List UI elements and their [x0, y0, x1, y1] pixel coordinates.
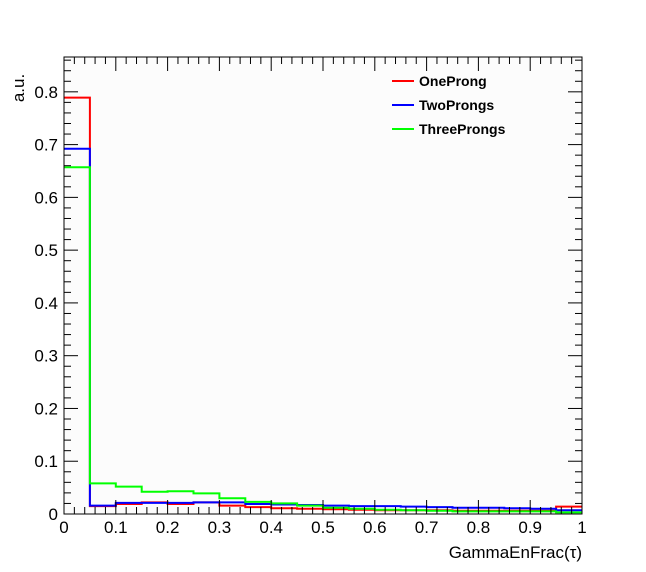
y-axis-ticks	[64, 59, 582, 515]
x-tick-label: 0.8	[467, 518, 491, 537]
x-tick-label: 0.6	[363, 518, 387, 537]
y-tick-label: 0.1	[34, 452, 58, 471]
y-tick-label: 0	[49, 505, 58, 524]
x-tick-label: 0.1	[104, 518, 128, 537]
legend-entry-twoprongs: TwoProngs	[392, 97, 494, 113]
x-tick-label: 0.9	[518, 518, 542, 537]
y-tick-label: 0.2	[34, 399, 58, 418]
y-tick-label: 0.3	[34, 347, 58, 366]
x-tick-label: 0.5	[311, 518, 335, 537]
x-tick-label: 0.7	[415, 518, 439, 537]
y-tick-label: 0.6	[34, 188, 58, 207]
x-tick-label: 0.2	[156, 518, 180, 537]
legend: OneProng TwoProngs ThreeProngs	[392, 73, 506, 137]
legend-entry-oneprong: OneProng	[392, 73, 487, 89]
legend-label: OneProng	[419, 73, 487, 89]
x-tick-label: 0.4	[259, 518, 283, 537]
x-axis-title: GammaEnFrac(τ)	[449, 543, 582, 562]
y-tick-label: 0.8	[34, 83, 58, 102]
legend-entry-threeprongs: ThreeProngs	[392, 121, 506, 137]
legend-label: ThreeProngs	[419, 121, 506, 137]
y-tick-label: 0.4	[34, 294, 58, 313]
plot-background	[64, 57, 582, 514]
y-axis-title: a.u.	[9, 74, 28, 102]
y-tick-label: 0.5	[34, 241, 58, 260]
x-axis-ticks	[63, 57, 583, 514]
y-axis-tick-labels: 0 0.1 0.2 0.3 0.4 0.5 0.6 0.7 0.8	[34, 83, 58, 524]
x-axis-tick-labels: 0 0.1 0.2 0.3 0.4 0.5 0.6 0.7 0.8 0.9 1	[59, 518, 586, 537]
x-tick-label: 0	[59, 518, 68, 537]
y-tick-label: 0.7	[34, 136, 58, 155]
series-line-threeprongs	[64, 166, 582, 514]
x-tick-label: 1	[577, 518, 586, 537]
x-tick-label: 0.3	[208, 518, 232, 537]
legend-label: TwoProngs	[419, 97, 494, 113]
